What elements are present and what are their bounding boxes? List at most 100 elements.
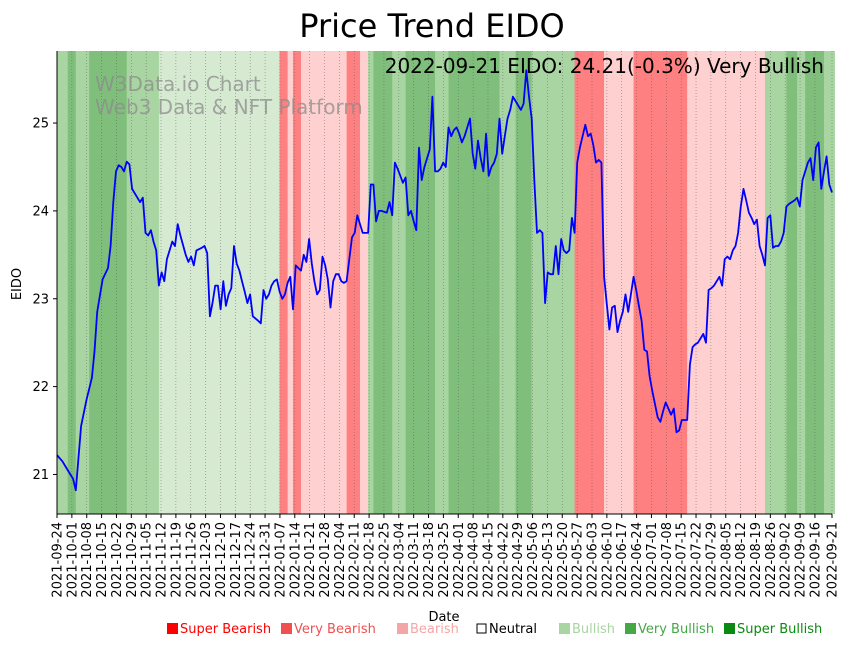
legend-label: Super Bearish	[180, 622, 271, 637]
x-tick-label: 2022-04-22	[496, 522, 511, 598]
x-tick-label: 2021-12-17	[229, 522, 244, 598]
sentiment-band	[373, 51, 393, 514]
latest-price-annotation: 2022-09-21 EIDO: 24.21(-0.3%) Very Bulli…	[385, 54, 824, 78]
x-tick-label: 2022-08-19	[749, 522, 764, 598]
x-tick-label: 2022-06-24	[630, 522, 645, 598]
sentiment-band	[604, 51, 634, 514]
x-tick-label: 2021-12-31	[259, 522, 274, 598]
x-tick-label: 2022-04-01	[452, 522, 467, 598]
y-axis-label: EIDO	[10, 268, 25, 300]
y-tick-label: 23	[32, 292, 49, 307]
x-tick-label: 2021-11-05	[140, 522, 155, 598]
y-tick-label: 25	[32, 117, 49, 132]
x-tick-label: 2022-05-13	[541, 522, 556, 598]
legend-label: Super Bullish	[737, 622, 822, 637]
legend-label: Neutral	[489, 622, 537, 637]
watermark: W3Data.io Chart Web3 Data & NFT Platform	[95, 72, 363, 119]
x-tick-label: 2022-02-11	[348, 522, 363, 598]
x-tick-label: 2022-01-07	[273, 522, 288, 598]
x-tick-label: 2022-05-20	[556, 522, 571, 598]
sentiment-band	[574, 51, 605, 514]
sentiment-band	[126, 51, 160, 514]
x-tick-label: 2022-03-18	[422, 522, 437, 598]
sentiment-band	[158, 51, 280, 514]
legend-swatch	[397, 623, 408, 634]
sentiment-band	[687, 51, 717, 514]
sentiment-band	[89, 51, 128, 514]
series-line-eido	[56, 69, 833, 492]
x-tick-label: 2021-12-10	[214, 522, 229, 598]
x-tick-label: 2022-07-29	[704, 522, 719, 598]
x-tick-label: 2022-07-22	[690, 522, 705, 598]
x-tick-label: 2022-03-04	[392, 522, 407, 598]
legend-label: Bearish	[410, 622, 459, 637]
watermark-line-1: W3Data.io Chart	[95, 72, 261, 96]
legend-swatch	[281, 623, 292, 634]
x-tick-label: 2022-06-10	[600, 522, 615, 598]
legend-label: Very Bullish	[638, 622, 714, 637]
x-tick-label: 2022-06-17	[615, 522, 630, 598]
x-tick-label: 2022-03-11	[407, 522, 422, 598]
sentiment-band	[75, 51, 90, 514]
sentiment-band	[531, 51, 549, 514]
x-tick-label: 2021-12-24	[244, 522, 259, 598]
x-tick-label: 2022-04-08	[467, 522, 482, 598]
x-gridlines	[56, 51, 833, 514]
x-tick-label: 2022-02-25	[377, 522, 392, 598]
legend-label: Very Bearish	[294, 622, 376, 637]
x-tick-label: 2022-07-15	[675, 522, 690, 598]
x-tick-label: 2022-09-21	[826, 522, 841, 598]
y-tick-label: 21	[32, 468, 49, 483]
y-axis-ticks: 21 22 23 24 25	[32, 117, 57, 483]
legend-swatch	[476, 623, 487, 634]
sentiment-band	[823, 51, 835, 514]
legend: Super Bearish Very Bearish Bearish Neutral B…	[167, 622, 822, 637]
x-tick-label: 2022-07-01	[645, 522, 660, 598]
price-line-series	[56, 69, 833, 492]
axes	[56, 51, 832, 515]
legend-label: Bullish	[572, 622, 615, 637]
x-tick-label: 2022-01-28	[318, 522, 333, 598]
sentiment-band	[368, 51, 374, 514]
sentiment-band	[716, 51, 766, 514]
sentiment-band	[448, 51, 460, 514]
x-tick-label: 2021-10-01	[65, 522, 80, 598]
x-tick-label: 2021-11-19	[169, 522, 184, 598]
x-tick-label: 2022-09-16	[808, 522, 823, 598]
legend-swatch	[724, 623, 735, 634]
x-tick-label: 2022-01-21	[303, 522, 318, 598]
x-tick-label: 2022-07-08	[660, 522, 675, 598]
x-tick-label: 2022-09-02	[779, 522, 794, 598]
x-tick-label: 2021-10-29	[125, 522, 140, 598]
sentiment-band	[797, 51, 806, 514]
legend-swatch	[625, 623, 636, 634]
sentiment-band	[435, 51, 449, 514]
chart-title: Price Trend EIDO	[299, 7, 564, 45]
x-tick-label: 2021-10-08	[80, 522, 95, 598]
sentiment-band	[499, 51, 516, 514]
sentiment-band	[515, 51, 532, 514]
x-tick-label: 2022-05-06	[526, 522, 541, 598]
y-tick-label: 22	[32, 380, 49, 395]
x-tick-label: 2021-11-12	[155, 522, 170, 598]
sentiment-band	[57, 51, 69, 514]
sentiment-band	[279, 51, 288, 514]
x-tick-label: 2021-12-03	[199, 522, 214, 598]
sentiment-band	[292, 51, 302, 514]
x-axis-label: Date	[428, 610, 459, 625]
x-tick-label: 2022-06-03	[586, 522, 601, 598]
x-tick-label: 2022-04-15	[481, 522, 496, 598]
watermark-line-2: Web3 Data & NFT Platform	[95, 95, 363, 119]
legend-swatch	[167, 623, 178, 634]
x-axis-ticks: 2021-09-24 2021-10-01 2021-10-08 2021-10-15…	[51, 514, 841, 598]
sentiment-band	[346, 51, 361, 514]
legend-swatch	[559, 623, 570, 634]
x-tick-label: 2022-08-26	[764, 522, 779, 598]
sentiment-band	[764, 51, 787, 514]
x-tick-label: 2022-05-27	[571, 522, 586, 598]
x-tick-label: 2022-03-25	[437, 522, 452, 598]
x-tick-label: 2021-09-24	[51, 522, 66, 598]
sentiment-band	[547, 51, 575, 514]
x-tick-label: 2022-08-12	[734, 522, 749, 598]
